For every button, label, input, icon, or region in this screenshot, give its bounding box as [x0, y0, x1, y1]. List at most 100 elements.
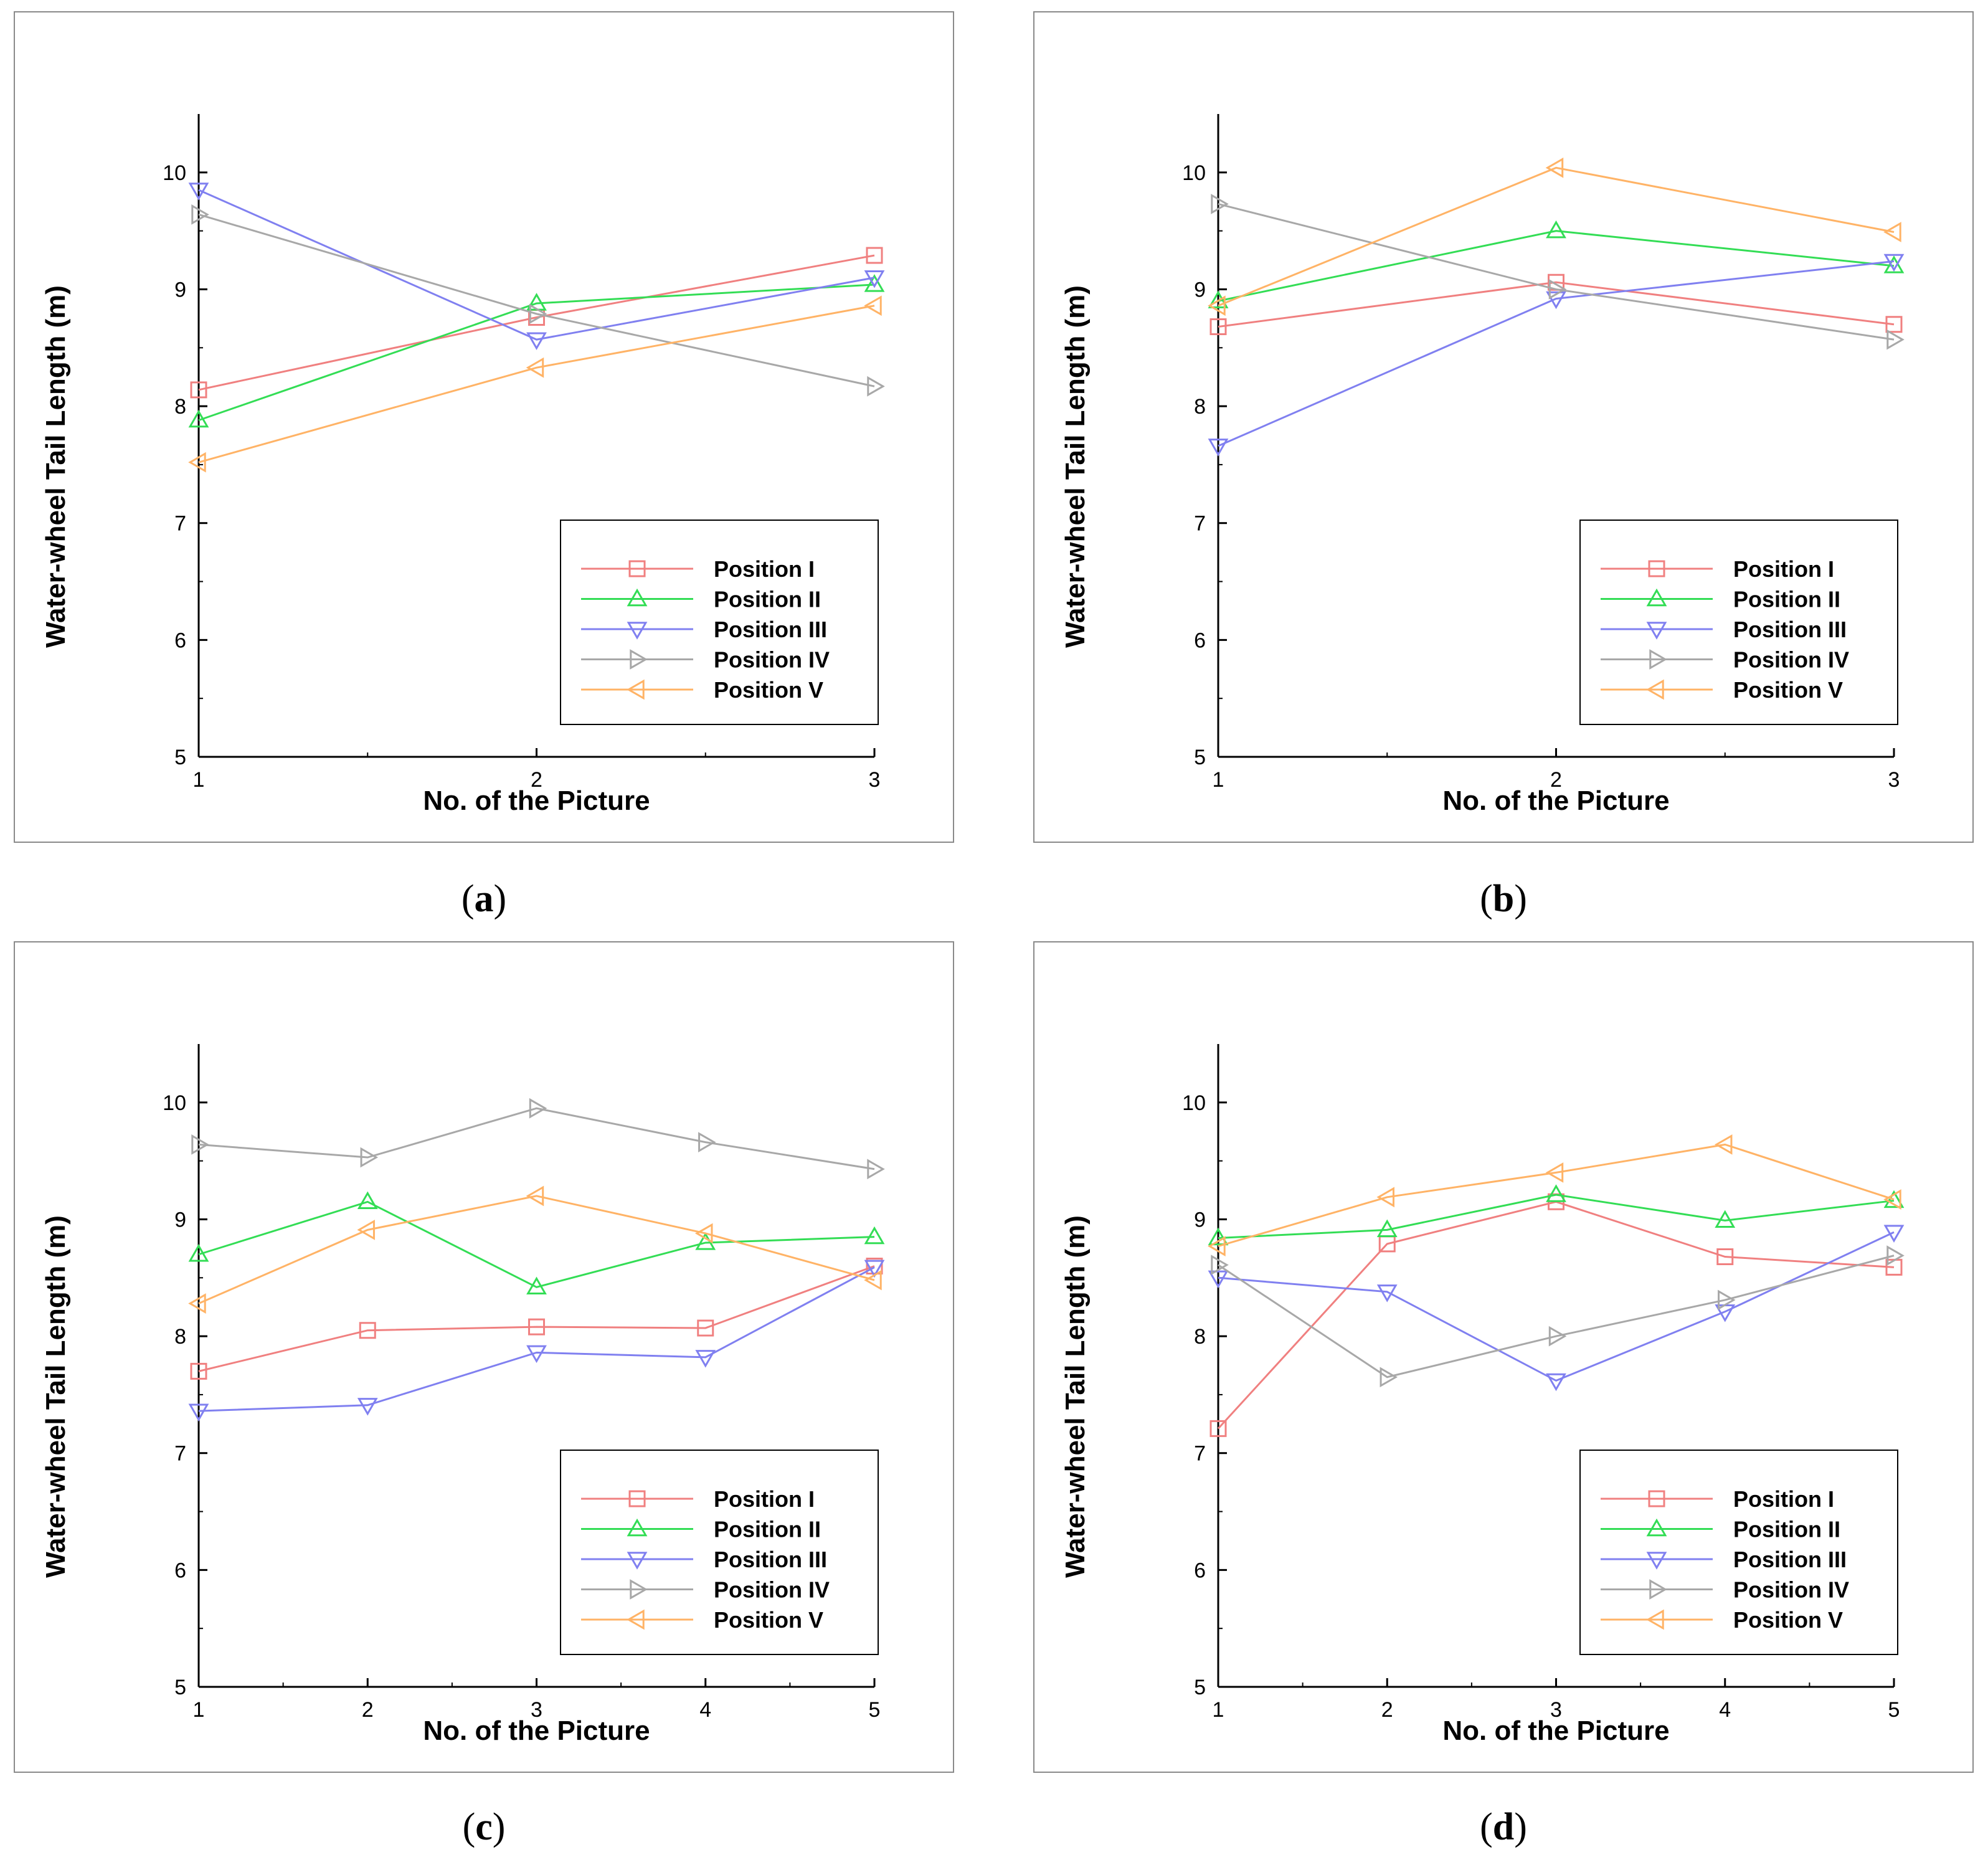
legend-label: Position I [1733, 1486, 1834, 1512]
data-point-marker [698, 1132, 716, 1153]
y-axis-label: Water-wheel Tail Length (m) [1060, 285, 1091, 648]
series-line [1218, 1143, 1895, 1248]
legend-label: Position III [1733, 617, 1847, 642]
data-point-marker [1211, 1255, 1229, 1276]
x-tick-label: 5 [869, 1698, 881, 1722]
x-axis-label: No. of the Picture [423, 1716, 650, 1746]
data-point-marker [1886, 329, 1905, 350]
series-position-i [190, 1258, 883, 1380]
data-point-marker [1548, 279, 1567, 300]
data-point-marker [1208, 290, 1229, 308]
data-point-marker [866, 1258, 883, 1275]
data-point-marker [191, 1134, 209, 1155]
series-line [1218, 1255, 1895, 1379]
legend-label: Position I [714, 1486, 815, 1512]
series-line [198, 1107, 875, 1170]
chart-svg-d: 5 6 7 8 9 10 1 2 3 4 5 No. of the Picture Water-whee… [1060, 1044, 1905, 1746]
data-point-marker [866, 247, 883, 264]
x-axis-label: No. of the Picture [423, 785, 650, 816]
y-tick-label: 7 [1194, 1442, 1206, 1466]
caption-a: (a) [461, 878, 507, 920]
x-tick-label: 3 [1888, 768, 1900, 792]
data-point-marker [864, 1226, 885, 1245]
data-point-marker [188, 409, 209, 428]
chart-panel-a: 5 6 7 8 9 10 1 2 3 No. of the Picture Water-wheel … [14, 11, 954, 843]
data-point-marker [864, 274, 885, 292]
data-point-marker [1886, 1245, 1905, 1266]
y-tick-label: 8 [1194, 395, 1206, 419]
data-point-marker [1208, 439, 1229, 457]
series-position-ii [1208, 220, 1905, 308]
data-point-marker [1716, 1248, 1734, 1265]
legend-swatch-marker [1646, 1609, 1664, 1630]
y-tick-label: 9 [174, 1208, 186, 1232]
legend: Position I Position II Position III Positio… [560, 1450, 879, 1655]
legend-item: Position V [581, 1607, 823, 1633]
x-tick-label: 3 [869, 768, 881, 792]
caption-b-letter: b [1492, 878, 1515, 920]
series-position-v [1208, 157, 1901, 316]
legend-swatch-marker [1646, 1518, 1667, 1537]
legend-item: Position IV [581, 1577, 830, 1603]
legend-swatch-marker [1649, 649, 1667, 670]
data-point-marker [1208, 1227, 1229, 1246]
chart-svg-a: 5 6 7 8 9 10 1 2 3 No. of the Picture Water-wheel … [40, 114, 885, 816]
legend-label: Position IV [1733, 1577, 1849, 1603]
legend-item: Position II [1601, 587, 1840, 612]
data-point-marker [1548, 1326, 1567, 1347]
y-tick-label: 5 [1194, 746, 1206, 769]
x-tick-label: 2 [1381, 1698, 1393, 1722]
data-point-marker [188, 1293, 206, 1314]
data-point-marker [188, 183, 209, 201]
data-point-marker [864, 270, 885, 288]
data-point-marker [529, 303, 547, 325]
y-tick-label: 8 [174, 1325, 186, 1349]
y-tick-label: 7 [1194, 512, 1206, 536]
x-tick-label: 4 [699, 1698, 711, 1722]
data-point-marker [188, 452, 206, 473]
data-point-marker [867, 376, 885, 397]
legend-label: Position III [714, 617, 827, 642]
series-position-iii [188, 183, 885, 350]
series-line [198, 1195, 875, 1304]
legend-label: Position IV [1733, 647, 1849, 673]
data-point-marker [191, 204, 209, 225]
legend-swatch-marker [1648, 560, 1665, 577]
y-tick-label: 7 [174, 512, 186, 536]
y-tick-label: 6 [1194, 629, 1206, 652]
data-point-marker [1376, 1187, 1394, 1208]
legend-swatch-marker [1648, 1490, 1665, 1507]
y-tick-label: 8 [1194, 1325, 1206, 1349]
data-point-marker [1883, 1190, 1905, 1208]
y-tick-label: 8 [174, 395, 186, 419]
legend-label: Position II [714, 1517, 821, 1542]
y-tick-label: 7 [174, 1442, 186, 1466]
legend-swatch-marker [1646, 588, 1667, 607]
data-point-marker [526, 1345, 547, 1364]
series-line [1218, 260, 1895, 447]
legend-swatch-marker [1646, 679, 1664, 700]
x-tick-label: 2 [362, 1698, 374, 1722]
x-tick-label: 1 [193, 1698, 205, 1722]
x-tick-label: 2 [1550, 768, 1562, 792]
legend-label: Position I [714, 556, 815, 582]
legend-item: Position I [1601, 1486, 1834, 1512]
x-tick-label: 2 [531, 768, 542, 792]
series-line [1218, 1231, 1895, 1382]
legend-item: Position II [581, 1517, 821, 1542]
legend-label: Position II [1733, 587, 1840, 612]
data-point-marker [190, 1362, 207, 1380]
series-line [1218, 230, 1895, 302]
series-position-v [188, 1185, 882, 1314]
legend: Position I Position II Position III Positio… [1579, 520, 1898, 725]
series-position-iv [1211, 1245, 1905, 1388]
data-point-marker [1208, 1236, 1226, 1257]
x-tick-label: 1 [1213, 768, 1224, 792]
caption-a-letter: a [474, 878, 494, 920]
y-tick-label: 6 [174, 1559, 186, 1582]
legend-item: Position III [1601, 617, 1847, 642]
series-position-v [188, 295, 882, 473]
legend-swatch-marker [627, 622, 648, 640]
legend: Position I Position II Position III Positio… [1579, 1450, 1898, 1655]
data-point-marker [359, 1322, 376, 1339]
